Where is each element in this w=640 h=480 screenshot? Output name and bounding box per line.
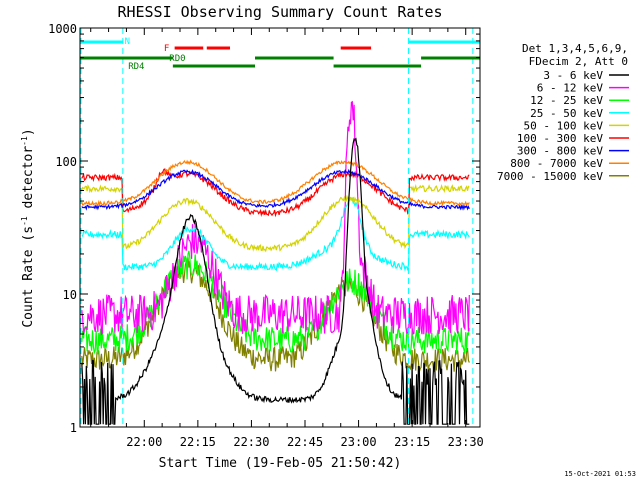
y-label-mid: detector (21, 146, 36, 217)
flare-label: F (164, 44, 169, 54)
x-tick-label: 23:00 (341, 435, 377, 449)
x-axis-label: Start Time (19-Feb-05 21:50:42) (159, 456, 402, 471)
series-line (81, 197, 470, 272)
series-line (81, 257, 470, 373)
x-tick-label: 23:15 (394, 435, 430, 449)
y-axis-ticks: 1 10 100 1000 (48, 22, 480, 435)
chart-title: RHESSI Observing Summary Count Rates (117, 3, 442, 21)
plot-frame (79, 27, 481, 428)
y-label-end: ) (21, 128, 36, 136)
timestamp: 15-Oct-2021 01:53 (564, 470, 636, 478)
series-line (81, 100, 470, 336)
series-line (81, 168, 470, 211)
legend-label: 25 - 50 keV (530, 107, 603, 120)
y-tick-label: 1 (70, 421, 77, 435)
data-layer (81, 100, 470, 425)
x-tick-label: 22:45 (287, 435, 323, 449)
series-line (81, 137, 470, 425)
legend-label: 100 - 300 keV (517, 132, 603, 145)
x-tick-label: 22:00 (126, 435, 162, 449)
series-line (81, 159, 470, 208)
y-tick-label: 100 (55, 155, 77, 169)
y-label-main: Count Rate (s (21, 226, 36, 328)
legend-label: 7000 - 15000 keV (497, 170, 603, 183)
y-axis-label: Count Rate (s-1 detector-1) (20, 128, 36, 327)
night-label: N (125, 37, 130, 47)
legend-label: 12 - 25 keV (530, 94, 603, 107)
series-line (81, 168, 470, 218)
y-label-sup2: -1 (20, 136, 29, 146)
x-tick-label: 22:30 (233, 435, 269, 449)
legend-label: 300 - 800 keV (517, 145, 603, 158)
rd0-label: RD0 (169, 54, 185, 64)
x-tick-label: 23:30 (448, 435, 484, 449)
legend-label: 800 - 7000 keV (510, 157, 603, 170)
series-line (81, 184, 470, 253)
y-label-sup1: -1 (20, 216, 29, 226)
y-tick-label: 1000 (48, 22, 77, 36)
x-axis-ticks: 22:00 22:15 22:30 22:45 23:00 23:15 23:30 (90, 28, 484, 449)
legend-label: 6 - 12 keV (537, 82, 604, 95)
legend-header-line2: FDecim 2, Att 0 (529, 55, 628, 68)
legend-header-line1: Det 1,3,4,5,6,9, (522, 42, 628, 55)
y-tick-label: 10 (63, 288, 77, 302)
rd4-label: RD4 (128, 62, 144, 72)
legend-label: 50 - 100 keV (524, 119, 604, 132)
x-tick-label: 22:15 (180, 435, 216, 449)
legend-label: 3 - 6 keV (543, 69, 603, 82)
